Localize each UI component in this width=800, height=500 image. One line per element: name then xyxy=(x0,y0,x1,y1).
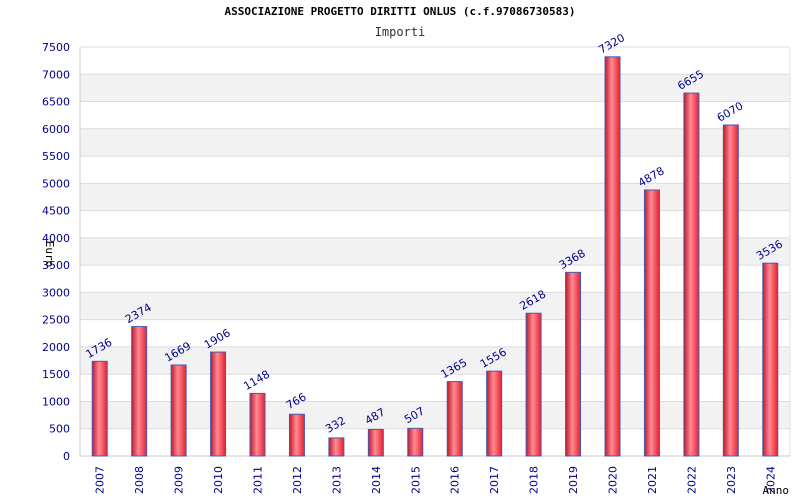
y-tick-label: 3000 xyxy=(42,286,70,299)
chart-subtitle: Importi xyxy=(374,25,426,39)
labels: 0 500 1000 1500 2000 2500 3000 3500 4000 4500 5000… xyxy=(42,31,785,494)
y-tick-label: 2000 xyxy=(42,341,70,354)
y-tick-label: 1000 xyxy=(42,395,70,408)
grid-band xyxy=(80,74,790,102)
axes xyxy=(79,47,791,457)
y-tick-label: 7000 xyxy=(42,68,70,81)
x-tick-label: 2022 xyxy=(685,466,698,494)
bar xyxy=(210,351,227,457)
x-axis-label: Anno xyxy=(763,484,790,497)
data-label: 7320 xyxy=(596,31,627,56)
y-tick-label: 500 xyxy=(49,423,70,436)
grid-band xyxy=(80,292,790,320)
x-tick-label: 2017 xyxy=(488,466,501,494)
bar xyxy=(683,92,700,457)
y-tick-label: 3500 xyxy=(42,259,70,272)
y-tick-label: 1500 xyxy=(42,368,70,381)
y-tick-label: 4500 xyxy=(42,205,70,218)
x-tick-label: 2021 xyxy=(646,466,659,494)
bars xyxy=(91,56,779,457)
x-tick-label: 2015 xyxy=(409,466,422,494)
bar xyxy=(722,124,739,457)
y-tick-label: 5000 xyxy=(42,177,70,190)
bar xyxy=(170,364,187,457)
x-tick-label: 2011 xyxy=(252,466,265,494)
bar xyxy=(446,381,463,457)
bar xyxy=(407,427,424,457)
bar xyxy=(643,189,660,457)
data-label: 6070 xyxy=(715,99,746,124)
x-tick-label: 2019 xyxy=(567,466,580,494)
grid-band xyxy=(80,401,790,429)
y-tick-label: 6000 xyxy=(42,123,70,136)
y-axis-label: Euro xyxy=(43,241,56,268)
grid-band xyxy=(80,346,790,375)
x-tick-label: 2012 xyxy=(291,466,304,494)
grid-band xyxy=(80,128,790,157)
x-tick-label: 2010 xyxy=(212,466,225,494)
bar xyxy=(91,360,108,457)
y-tick-label: 4000 xyxy=(42,232,70,245)
x-tick-label: 2018 xyxy=(528,466,541,494)
chart-title: ASSOCIAZIONE PROGETTO DIRITTI ONLUS (c.f… xyxy=(224,5,576,18)
grid-band xyxy=(80,237,790,266)
x-tick-label: 2013 xyxy=(330,466,343,494)
y-tick-label: 2500 xyxy=(42,314,70,327)
bar xyxy=(288,413,305,457)
x-tick-label: 2016 xyxy=(449,466,462,494)
y-tick-label: 0 xyxy=(63,450,70,463)
bar xyxy=(762,262,779,457)
x-tick-label: 2009 xyxy=(173,466,186,494)
bar xyxy=(367,428,384,457)
bar xyxy=(249,392,266,457)
bar xyxy=(604,56,621,457)
x-tick-label: 2014 xyxy=(370,466,383,494)
bar xyxy=(131,326,148,457)
bar xyxy=(486,370,503,457)
grid-band xyxy=(80,183,790,211)
bar xyxy=(525,312,542,457)
x-tick-label: 2007 xyxy=(94,466,107,494)
y-tick-label: 6500 xyxy=(42,96,70,109)
x-tick-label: 2008 xyxy=(133,466,146,494)
x-tick-label: 2023 xyxy=(725,466,738,494)
x-tick-label: 2024 xyxy=(764,466,777,494)
y-tick-label: 7500 xyxy=(42,41,70,54)
grid xyxy=(80,46,790,457)
bar xyxy=(565,271,582,457)
y-tick-label: 5500 xyxy=(42,150,70,163)
bar xyxy=(328,437,345,457)
x-tick-label: 2020 xyxy=(607,466,620,494)
